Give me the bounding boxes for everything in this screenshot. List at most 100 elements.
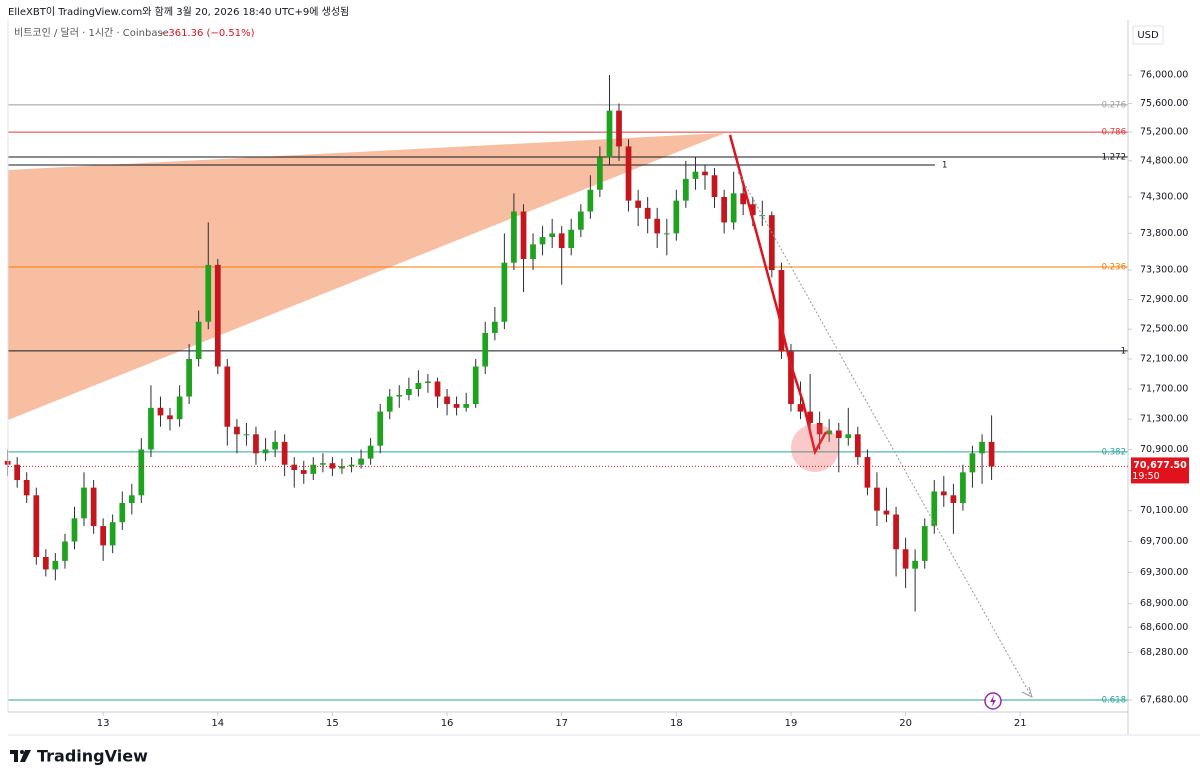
level-label: 0.786 bbox=[1102, 128, 1126, 138]
trend-line bbox=[728, 134, 828, 456]
candle-body bbox=[950, 495, 957, 503]
candle-body bbox=[214, 264, 221, 367]
candle-body bbox=[148, 407, 154, 450]
y-tick-label: 68,280.00 bbox=[1140, 647, 1188, 658]
candle-body bbox=[434, 381, 441, 397]
candle-body bbox=[883, 510, 890, 515]
candle-body bbox=[768, 215, 775, 271]
candle-body bbox=[530, 244, 536, 260]
y-tick-label: 74,300.00 bbox=[1140, 191, 1188, 202]
candle-body bbox=[587, 189, 594, 212]
candle-body bbox=[702, 171, 708, 176]
candle-body bbox=[644, 207, 651, 219]
y-tick-label: 71,300.00 bbox=[1140, 414, 1188, 425]
candle-body bbox=[367, 445, 374, 459]
y-tick-label: 72,100.00 bbox=[1140, 354, 1188, 365]
candle-body bbox=[281, 441, 288, 465]
logo-mark bbox=[10, 750, 18, 762]
candle-body bbox=[492, 321, 498, 333]
x-tick-label: 21 bbox=[1014, 718, 1027, 729]
y-tick-label: 70,900.00 bbox=[1140, 444, 1188, 455]
candle-body bbox=[597, 157, 603, 190]
candle-body bbox=[816, 422, 823, 435]
candle-body bbox=[243, 434, 250, 436]
x-tick-label: 17 bbox=[555, 718, 568, 729]
candles bbox=[4, 75, 995, 612]
candle-body bbox=[100, 526, 107, 546]
logo-dot bbox=[20, 750, 24, 754]
y-tick-label: 74,800.00 bbox=[1140, 155, 1188, 166]
y-tick-label: 69,700.00 bbox=[1140, 536, 1188, 547]
candle-body bbox=[539, 237, 546, 245]
candle-body bbox=[23, 479, 30, 496]
candle-body bbox=[482, 332, 489, 367]
candle-body bbox=[558, 233, 565, 249]
candle-body bbox=[778, 270, 785, 352]
candle-body bbox=[310, 464, 317, 474]
candle-body bbox=[425, 381, 431, 383]
candle-body bbox=[52, 560, 59, 570]
candle-body bbox=[348, 464, 355, 467]
candle-body bbox=[577, 211, 584, 230]
candle-body bbox=[969, 453, 976, 473]
arrow-head bbox=[1021, 686, 1033, 698]
candle-body bbox=[109, 522, 116, 546]
candle-body bbox=[253, 434, 259, 454]
candle-body bbox=[90, 487, 97, 527]
candle-body bbox=[463, 404, 470, 408]
candle-body bbox=[654, 218, 661, 234]
y-tick-label: 73,300.00 bbox=[1140, 265, 1188, 276]
candle-body bbox=[692, 171, 699, 179]
candle-body bbox=[14, 464, 21, 480]
candle-body bbox=[797, 404, 804, 412]
candle-body bbox=[291, 464, 298, 471]
level-label: 0.618 bbox=[1102, 696, 1126, 706]
candle-body bbox=[415, 382, 422, 390]
candle-body bbox=[300, 470, 307, 474]
x-tick-label: 16 bbox=[441, 718, 454, 729]
brand: TradingView bbox=[37, 747, 148, 766]
credit: ElleXBT이 TradingView.com와 함께 3월 20, 2026… bbox=[8, 6, 349, 18]
candle-body bbox=[262, 449, 269, 454]
ray-label: 1 bbox=[942, 161, 947, 171]
y-tick-label: 68,900.00 bbox=[1140, 598, 1188, 609]
candle-body bbox=[272, 441, 278, 450]
level-label: 0.236 bbox=[1102, 262, 1126, 272]
candle-body bbox=[711, 175, 718, 197]
candle-body bbox=[339, 466, 345, 469]
x-tick-label: 13 bbox=[97, 718, 110, 729]
price-time: 19:50 bbox=[1132, 471, 1159, 482]
candle-body bbox=[138, 449, 145, 496]
candle-body bbox=[444, 396, 450, 405]
candle-body bbox=[730, 193, 737, 223]
candle-body bbox=[81, 487, 87, 519]
x-tick-label: 15 bbox=[326, 718, 339, 729]
candle-body bbox=[673, 200, 680, 234]
level-label: 0.276 bbox=[1102, 100, 1126, 110]
candle-body bbox=[979, 441, 985, 454]
alert-bolt bbox=[990, 695, 996, 707]
candle-body bbox=[826, 430, 832, 435]
overlay bbox=[728, 134, 1033, 710]
candle-body bbox=[616, 110, 622, 147]
logo: TradingView bbox=[10, 747, 148, 766]
candle-body bbox=[568, 229, 575, 249]
candle-body bbox=[606, 110, 613, 158]
candle-body bbox=[62, 541, 68, 561]
price-label: 70,677.50 bbox=[1133, 460, 1187, 471]
y-tick-label: 72,500.00 bbox=[1140, 324, 1188, 335]
candle-body bbox=[71, 518, 78, 542]
y-tick-label: 69,300.00 bbox=[1140, 567, 1188, 578]
candle-body bbox=[396, 395, 403, 397]
candle-body bbox=[902, 549, 909, 569]
candle-body bbox=[205, 264, 212, 322]
candle-body bbox=[893, 514, 899, 550]
candle-body bbox=[511, 211, 517, 263]
candle-body bbox=[835, 430, 842, 439]
logo-mark bbox=[20, 750, 31, 762]
x-tick-label: 20 bbox=[899, 718, 912, 729]
candle-body bbox=[960, 472, 966, 503]
